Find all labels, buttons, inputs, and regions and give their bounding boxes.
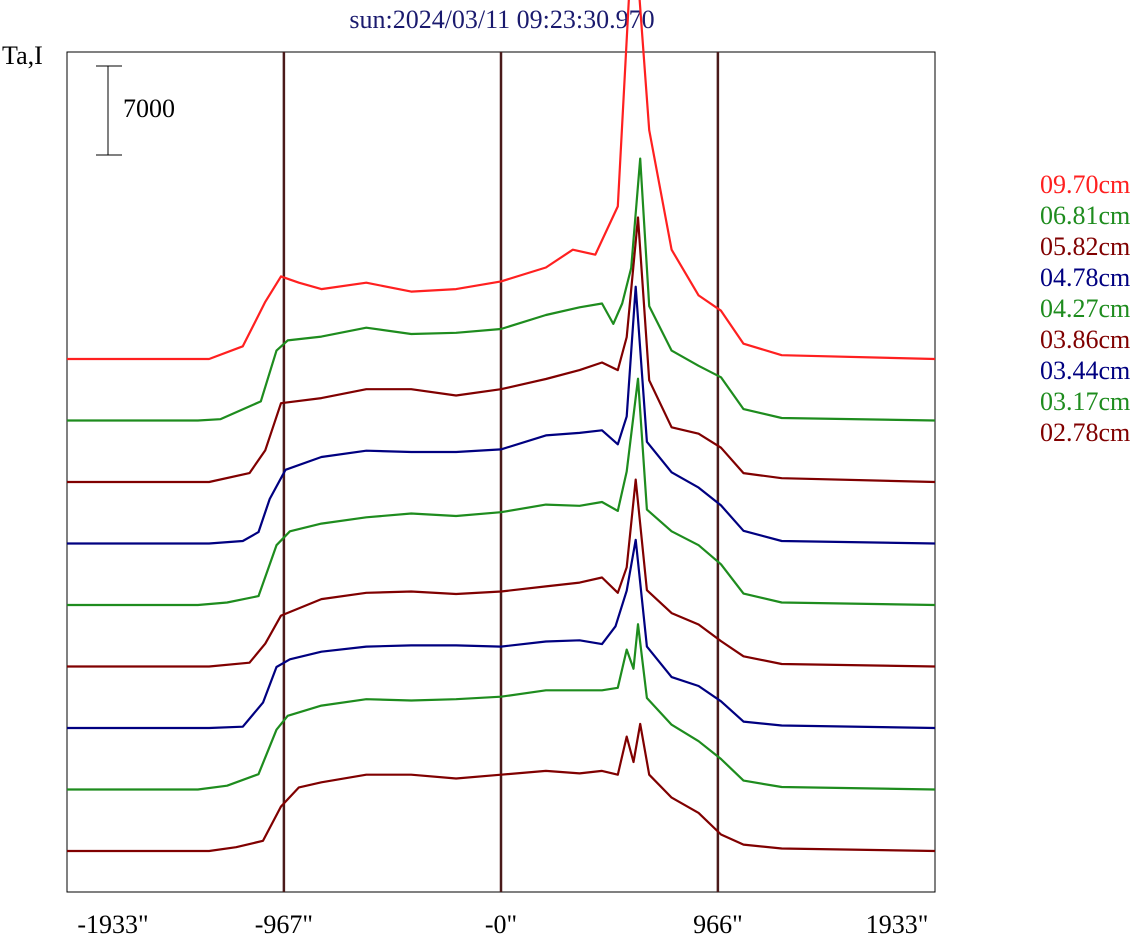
chart-title: sun:2024/03/11 09:23:30.970 <box>349 5 654 34</box>
x-tick-label-2: -0" <box>485 910 517 939</box>
legend-item-09.70cm: 09.70cm <box>1040 170 1130 199</box>
limb-markers <box>282 52 720 892</box>
legend-item-04.27cm: 04.27cm <box>1040 294 1130 323</box>
series-line-06.81cm <box>67 157 936 422</box>
x-tick-label-0: -1933" <box>77 910 148 939</box>
series-line-03.86cm <box>67 478 936 668</box>
legend-item-06.81cm: 06.81cm <box>1040 201 1130 230</box>
x-axis-ticks: -1933" -967" -0" 966" 1933" <box>77 910 928 939</box>
series-line-03.17cm <box>67 623 936 791</box>
series-line-05.82cm <box>67 216 936 484</box>
scale-bar: 7000 <box>96 65 175 156</box>
x-tick-label-3: 966" <box>693 910 743 939</box>
legend-item-03.17cm: 03.17cm <box>1040 387 1130 416</box>
series-line-02.78cm <box>67 722 936 853</box>
legend: 09.70cm06.81cm05.82cm04.78cm04.27cm03.86… <box>1040 170 1130 447</box>
legend-item-02.78cm: 02.78cm <box>1040 418 1130 447</box>
series-line-04.27cm <box>67 377 936 607</box>
series-line-09.70cm <box>67 0 936 361</box>
series-line-03.44cm <box>67 538 936 730</box>
legend-item-04.78cm: 04.78cm <box>1040 263 1130 292</box>
scale-bar-label: 7000 <box>123 94 175 123</box>
x-tick-label-4: 1933" <box>866 910 929 939</box>
series-group <box>67 0 936 853</box>
legend-item-03.44cm: 03.44cm <box>1040 356 1130 385</box>
series-line-04.78cm <box>67 285 936 545</box>
x-tick-label-1: -967" <box>255 910 313 939</box>
y-axis-label: Ta,I <box>2 41 43 70</box>
legend-item-03.86cm: 03.86cm <box>1040 325 1130 354</box>
legend-item-05.82cm: 05.82cm <box>1040 232 1130 261</box>
